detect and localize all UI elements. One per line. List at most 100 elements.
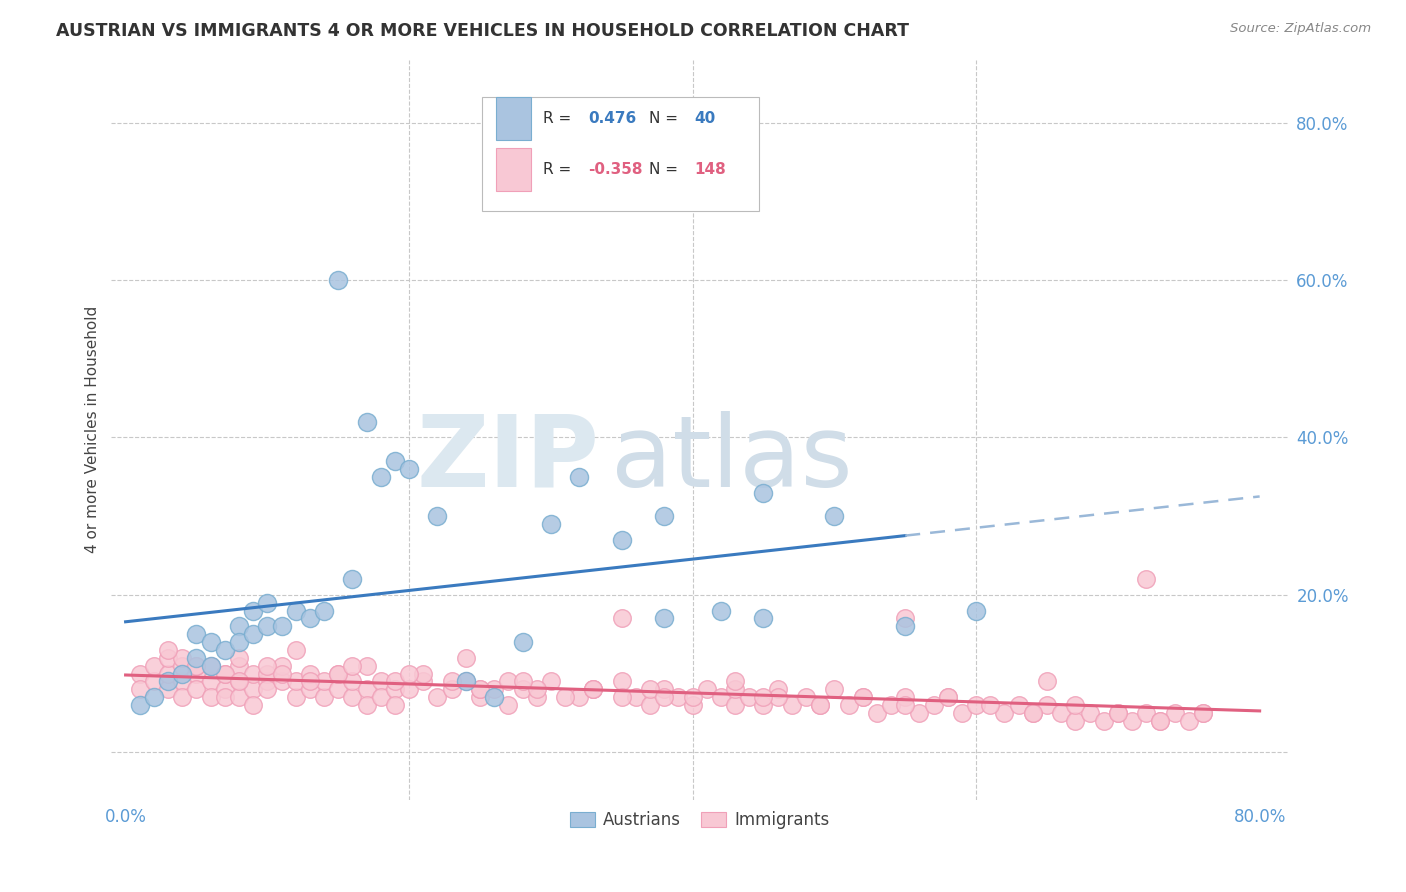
Point <box>157 643 180 657</box>
Point <box>298 682 321 697</box>
Point <box>965 604 987 618</box>
Point <box>200 674 222 689</box>
Point <box>412 674 434 689</box>
Text: 0.476: 0.476 <box>588 112 636 127</box>
Point <box>342 658 364 673</box>
Point <box>270 658 292 673</box>
Point <box>526 682 548 697</box>
Text: N =: N = <box>650 112 683 127</box>
Point <box>172 666 194 681</box>
Point <box>1135 706 1157 720</box>
Point <box>1092 714 1115 728</box>
Point <box>979 698 1001 712</box>
Text: Source: ZipAtlas.com: Source: ZipAtlas.com <box>1230 22 1371 36</box>
Point <box>1078 706 1101 720</box>
Point <box>922 698 945 712</box>
Point <box>468 682 491 697</box>
Point <box>298 674 321 689</box>
Point <box>128 682 150 697</box>
Point <box>172 690 194 705</box>
Point <box>328 682 350 697</box>
Point <box>752 611 775 625</box>
FancyBboxPatch shape <box>496 148 531 191</box>
Point <box>540 674 562 689</box>
Text: AUSTRIAN VS IMMIGRANTS 4 OR MORE VEHICLES IN HOUSEHOLD CORRELATION CHART: AUSTRIAN VS IMMIGRANTS 4 OR MORE VEHICLE… <box>56 22 910 40</box>
Point <box>766 690 789 705</box>
Point <box>582 682 605 697</box>
Point <box>242 604 264 618</box>
Point <box>312 690 335 705</box>
Point <box>950 706 973 720</box>
Point <box>1036 698 1059 712</box>
Point <box>342 674 364 689</box>
Point <box>242 666 264 681</box>
Point <box>256 674 278 689</box>
Point <box>284 604 307 618</box>
Point <box>498 674 520 689</box>
Point <box>186 627 208 641</box>
Point <box>142 658 165 673</box>
Point <box>200 690 222 705</box>
Point <box>936 690 959 705</box>
Point <box>256 666 278 681</box>
Point <box>128 666 150 681</box>
Point <box>582 682 605 697</box>
Point <box>752 690 775 705</box>
Point <box>808 698 831 712</box>
Point <box>186 658 208 673</box>
Point <box>624 690 647 705</box>
Point <box>1121 714 1143 728</box>
Text: ZIP: ZIP <box>416 410 600 508</box>
Point <box>1050 706 1073 720</box>
FancyBboxPatch shape <box>482 96 758 211</box>
Point <box>312 604 335 618</box>
Point <box>328 666 350 681</box>
Point <box>370 674 392 689</box>
Text: 148: 148 <box>693 161 725 177</box>
Point <box>228 674 250 689</box>
Point <box>1008 698 1031 712</box>
Point <box>823 682 845 697</box>
Point <box>412 666 434 681</box>
Point <box>498 698 520 712</box>
Point <box>356 658 378 673</box>
Point <box>228 658 250 673</box>
Point <box>540 516 562 531</box>
Point <box>894 619 917 633</box>
Point <box>752 485 775 500</box>
Point <box>554 690 576 705</box>
Point <box>142 674 165 689</box>
Point <box>1022 706 1045 720</box>
Point <box>342 690 364 705</box>
Point <box>270 619 292 633</box>
Point <box>270 666 292 681</box>
Point <box>682 698 704 712</box>
Point <box>638 682 661 697</box>
Point <box>440 674 463 689</box>
Point <box>610 690 633 705</box>
Point <box>214 643 236 657</box>
Point <box>356 415 378 429</box>
Point <box>200 658 222 673</box>
Point <box>284 643 307 657</box>
Point <box>894 611 917 625</box>
Point <box>482 682 505 697</box>
Point <box>356 698 378 712</box>
Point <box>512 635 534 649</box>
Point <box>284 674 307 689</box>
Point <box>270 674 292 689</box>
Point <box>384 454 406 468</box>
Point <box>228 674 250 689</box>
Point <box>852 690 875 705</box>
Point <box>652 611 675 625</box>
Point <box>228 635 250 649</box>
Point <box>398 666 420 681</box>
Point <box>1135 572 1157 586</box>
Point <box>157 682 180 697</box>
Point <box>214 666 236 681</box>
Point <box>1064 698 1087 712</box>
Point <box>342 572 364 586</box>
Point <box>852 690 875 705</box>
Point <box>1149 714 1171 728</box>
Point <box>526 690 548 705</box>
